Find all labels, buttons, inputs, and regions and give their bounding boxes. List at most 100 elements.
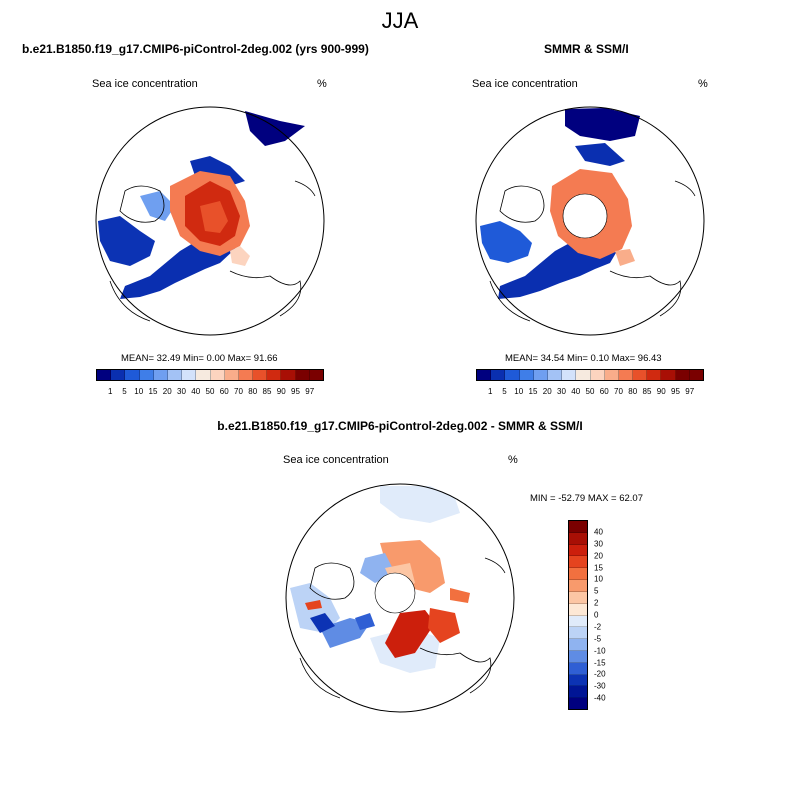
- obs-ice-band: [498, 221, 625, 299]
- obs-colorbar-box: [477, 370, 492, 380]
- model-colorbar-tick-label: 50: [205, 387, 215, 396]
- diff-colorbar-box: [569, 650, 587, 663]
- obs-colorbar-tick-label: 30: [557, 387, 566, 396]
- diff-colorbar-tick-label: -10: [594, 646, 606, 656]
- model-panel-title: b.e21.B1850.f19_g17.CMIP6-piControl-2deg…: [22, 42, 369, 56]
- obs-colorbar: [476, 369, 704, 381]
- model-colorbar-box: [111, 370, 126, 380]
- obs-colorbar-tick-label: 10: [514, 387, 524, 396]
- obs-colorbar-tick-label: 70: [614, 387, 623, 396]
- obs-colorbar-tick-label: 50: [585, 387, 595, 396]
- obs-colorbar-box: [533, 370, 548, 380]
- obs-colorbar-box: [689, 370, 703, 380]
- model-colorbar-tick-label: 90: [276, 387, 286, 396]
- diff-colorbar-box: [569, 603, 587, 616]
- obs-colorbar-tick-label: 1: [488, 387, 493, 396]
- obs-panel-title: SMMR & SSM/I: [544, 42, 629, 56]
- obs-ice-hudson: [480, 221, 532, 263]
- obs-units-label: %: [698, 78, 708, 90]
- diff-colorbar-box: [569, 686, 587, 699]
- model-colorbar-tick-label: 80: [248, 387, 258, 396]
- obs-colorbar-box: [633, 370, 648, 380]
- obs-colorbar-box: [675, 370, 690, 380]
- diff-colorbar-tick-label: 30: [594, 539, 603, 549]
- model-colorbar-tick-label: 30: [177, 387, 186, 396]
- obs-colorbar-box: [604, 370, 619, 380]
- model-colorbar: [96, 369, 324, 381]
- model-colorbar-tick-label: 1: [108, 387, 113, 396]
- model-colorbar-box: [182, 370, 197, 380]
- obs-colorbar-tick-label: 15: [528, 387, 538, 396]
- diff-colorbar-box: [569, 615, 587, 628]
- model-colorbar-box: [210, 370, 225, 380]
- model-colorbar-box: [97, 370, 112, 380]
- model-colorbar-tick-label: 5: [122, 387, 127, 396]
- obs-colorbar-tick-label: 40: [571, 387, 581, 396]
- diff-colorbar-tick-label: -20: [594, 669, 606, 679]
- model-variable-label: Sea ice concentration: [92, 78, 198, 90]
- diff-colorbar-box: [569, 627, 587, 640]
- diff-colorbar-tick-label: -40: [594, 693, 606, 703]
- model-colorbar-box: [125, 370, 140, 380]
- model-colorbar-box: [309, 370, 323, 380]
- model-units-label: %: [317, 78, 327, 90]
- model-colorbar-box: [224, 370, 239, 380]
- obs-stats: MEAN= 34.54 Min= 0.10 Max= 96.43: [505, 353, 662, 364]
- model-colorbar-box: [238, 370, 254, 380]
- obs-colorbar-tick-label: 90: [656, 387, 666, 396]
- diff-colorbar-tick-label: 40: [594, 527, 603, 537]
- diff-pole-hole: [374, 572, 416, 614]
- obs-colorbar-tick-label: 5: [502, 387, 507, 396]
- obs-colorbar-tick-label: 95: [671, 387, 680, 396]
- obs-variable-label: Sea ice concentration: [472, 78, 578, 90]
- diff-colorbar-box: [569, 662, 587, 675]
- model-colorbar-box: [196, 370, 211, 380]
- obs-colorbar-box: [547, 370, 563, 380]
- obs-colorbar-tick-label: 97: [685, 387, 695, 396]
- diff-colorbar-box: [569, 591, 587, 604]
- diff-variable-label: Sea ice concentration: [283, 454, 389, 466]
- model-colorbar-tick-label: 10: [134, 387, 144, 396]
- obs-colorbar-tick-label: 85: [642, 387, 652, 396]
- obs-colorbar-box: [590, 370, 605, 380]
- model-colorbar-tick-label: 15: [148, 387, 158, 396]
- model-ice-band: [120, 221, 240, 299]
- diff-colorbar-tick-label: -2: [594, 622, 602, 632]
- model-colorbar-box: [139, 370, 154, 380]
- diff-colorbar-tick-label: 0: [594, 610, 599, 620]
- obs-colorbar-box: [576, 370, 591, 380]
- diff-colorbar-tick-label: 10: [594, 574, 603, 584]
- model-stats: MEAN= 32.49 Min= 0.00 Max= 91.66: [121, 353, 278, 364]
- diff-stats: MIN = -52.79 MAX = 62.07: [530, 493, 644, 504]
- obs-colorbar-tick-label: 20: [542, 387, 552, 396]
- obs-colorbar-tick-label: 60: [599, 387, 609, 396]
- model-colorbar-box: [295, 370, 310, 380]
- model-colorbar-tick-label: 70: [234, 387, 243, 396]
- model-ice-chukchi: [245, 111, 305, 146]
- diff-colorbar-box: [569, 532, 587, 545]
- diff-colorbar-box: [569, 674, 587, 687]
- obs-colorbar-box: [562, 370, 577, 380]
- obs-colorbar-box: [505, 370, 520, 380]
- model-colorbar-tick-label: 20: [162, 387, 172, 396]
- diff-colorbar-tick-label: 20: [594, 551, 603, 561]
- diff-colorbar-box: [569, 521, 587, 533]
- obs-ice-chukchi: [565, 108, 640, 141]
- model-colorbar-tick-label: 85: [262, 387, 272, 396]
- model-colorbar-box: [153, 370, 168, 380]
- diff-colorbar-tick-label: 5: [594, 586, 599, 596]
- diff-colorbar-tick-label: -30: [594, 681, 606, 691]
- diff-colorbar-tick-label: -5: [594, 634, 602, 644]
- diff-positive-region: [385, 610, 435, 658]
- obs-colorbar-box: [647, 370, 662, 380]
- diff-colorbar-box: [569, 568, 587, 581]
- model-ice-baffin: [140, 191, 175, 221]
- diff-colorbar-tick-label: -15: [594, 658, 606, 667]
- diff-colorbar-tick-label: 2: [594, 598, 599, 608]
- obs-colorbar-box: [519, 370, 534, 380]
- diff-units-label: %: [508, 454, 518, 466]
- model-colorbar-tick-label: 60: [219, 387, 229, 396]
